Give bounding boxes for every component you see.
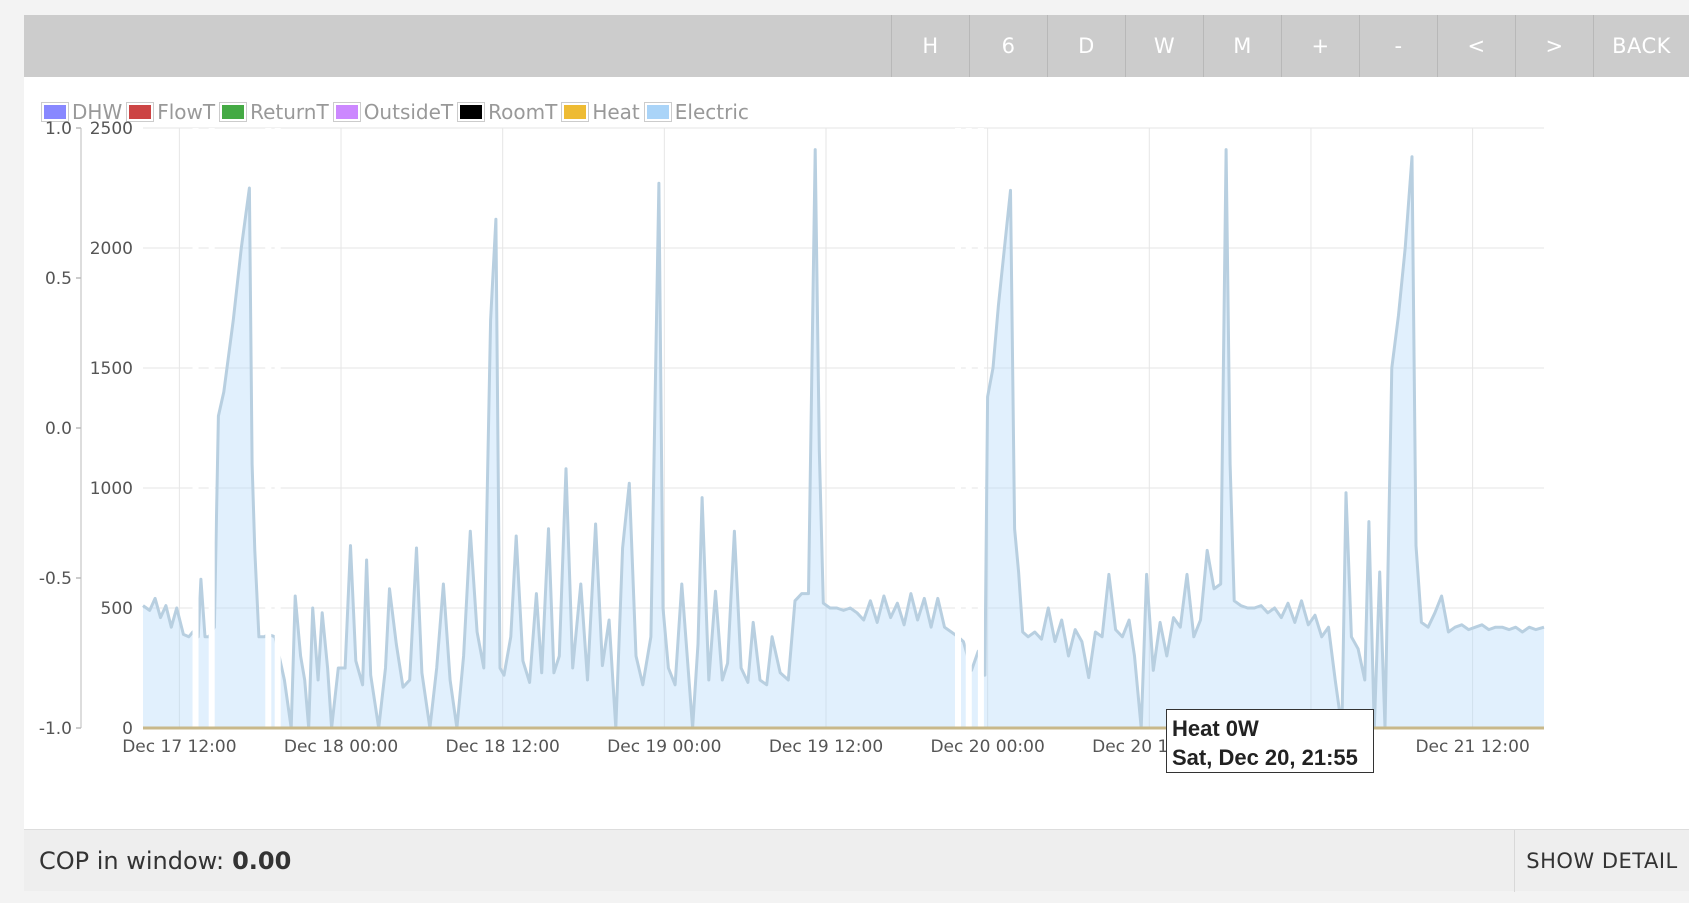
- chart-legend: DHW FlowT ReturnT OutsideT RoomT Heat El…: [41, 97, 753, 127]
- x-axis-tick-label: Dec 18 12:00: [446, 737, 560, 757]
- zoom-day-button[interactable]: D: [1047, 15, 1125, 77]
- legend-label: OutsideT: [363, 100, 454, 124]
- pan-right-button[interactable]: >: [1515, 15, 1593, 77]
- chart-tooltip: Heat 0W Sat, Dec 20, 21:55: [1166, 709, 1374, 773]
- graph-toolbar: H 6 D W M + - < > BACK: [24, 15, 1689, 77]
- data-gap: [208, 128, 215, 728]
- legend-item-flowt[interactable]: FlowT: [126, 100, 215, 124]
- data-gap: [977, 128, 984, 728]
- right-axis-tick-label: 1000: [90, 479, 133, 499]
- right-axis-tick-label: 2500: [90, 119, 133, 139]
- chart-panel: H 6 D W M + - < > BACK DHW FlowT ReturnT…: [24, 15, 1689, 892]
- legend-label: FlowT: [157, 100, 216, 124]
- left-axis-tick-label: -1.0: [39, 719, 72, 739]
- legend-label: Electric: [674, 100, 749, 124]
- legend-label: Heat: [592, 100, 640, 124]
- x-axis-tick-label: Dec 17 12:00: [122, 737, 236, 757]
- right-axis-tick-label: 1500: [90, 359, 133, 379]
- toolbar-buttons: H 6 D W M + - < > BACK: [891, 15, 1689, 77]
- legend-swatch: [41, 102, 69, 122]
- data-gap: [265, 128, 272, 728]
- zoom-month-button[interactable]: M: [1203, 15, 1281, 77]
- data-gap: [274, 128, 281, 728]
- x-axis-tick-label: Dec 18 00:00: [284, 737, 398, 757]
- right-axis-tick-label: 0: [122, 719, 133, 739]
- cop-value: 0.00: [232, 847, 292, 875]
- left-axis-tick-label: -0.5: [39, 569, 72, 589]
- legend-swatch: [561, 102, 590, 122]
- power-chart[interactable]: 2500 2000 1500 1000 500 0 1.0 0.5 0.0 -0.5 -1.0 Dec…: [24, 15, 1689, 829]
- back-button[interactable]: BACK: [1593, 15, 1689, 77]
- legend-item-returnt[interactable]: ReturnT: [219, 100, 329, 124]
- x-axis-tick-label: Dec 19 00:00: [607, 737, 721, 757]
- zoom-out-button[interactable]: -: [1359, 15, 1437, 77]
- cop-readout: COP in window: 0.00: [39, 830, 291, 892]
- legend-item-roomt[interactable]: RoomT: [457, 100, 557, 124]
- legend-swatch: [457, 102, 486, 122]
- cop-label: COP in window:: [39, 847, 225, 875]
- zoom-hour-button[interactable]: H: [891, 15, 969, 77]
- right-axis-tick-label: 500: [101, 599, 133, 619]
- left-axis-tick-label: 0.0: [45, 419, 72, 439]
- pan-left-button[interactable]: <: [1437, 15, 1515, 77]
- zoom-week-button[interactable]: W: [1125, 15, 1203, 77]
- tooltip-time: Sat, Dec 20, 21:55: [1172, 745, 1358, 770]
- legend-swatch: [332, 102, 361, 122]
- x-axis-tick-label: Dec 19 12:00: [769, 737, 883, 757]
- electric-series-line: [142, 148, 1545, 730]
- x-axis-tick-label: Dec 21 12:00: [1415, 737, 1529, 757]
- data-gap: [955, 128, 962, 728]
- legend-swatch: [126, 102, 155, 122]
- zoom-6hour-button[interactable]: 6: [969, 15, 1047, 77]
- electric-area: [143, 149, 1544, 729]
- zoom-in-button[interactable]: +: [1281, 15, 1359, 77]
- data-gap: [192, 128, 199, 728]
- show-detail-button[interactable]: SHOW DETAIL: [1514, 830, 1689, 892]
- legend-item-dhw[interactable]: DHW: [41, 100, 122, 124]
- right-axis-tick-label: 2000: [90, 239, 133, 259]
- legend-item-outsidet[interactable]: OutsideT: [332, 100, 454, 124]
- data-gap: [965, 128, 972, 728]
- x-axis-tick-label: Dec 20 00:00: [930, 737, 1044, 757]
- left-axis-tick-label: 0.5: [45, 269, 72, 289]
- legend-item-heat[interactable]: Heat: [561, 100, 640, 124]
- tooltip-value: Heat 0W: [1172, 716, 1259, 741]
- footer-bar: COP in window: 0.00 SHOW DETAIL: [24, 829, 1689, 892]
- legend-swatch: [643, 102, 672, 122]
- left-axis-tick-label: 1.0: [45, 119, 72, 139]
- legend-swatch: [219, 102, 248, 122]
- legend-label: ReturnT: [250, 100, 329, 124]
- legend-item-electric[interactable]: Electric: [643, 100, 749, 124]
- legend-label: DHW: [72, 100, 123, 124]
- legend-label: RoomT: [488, 100, 558, 124]
